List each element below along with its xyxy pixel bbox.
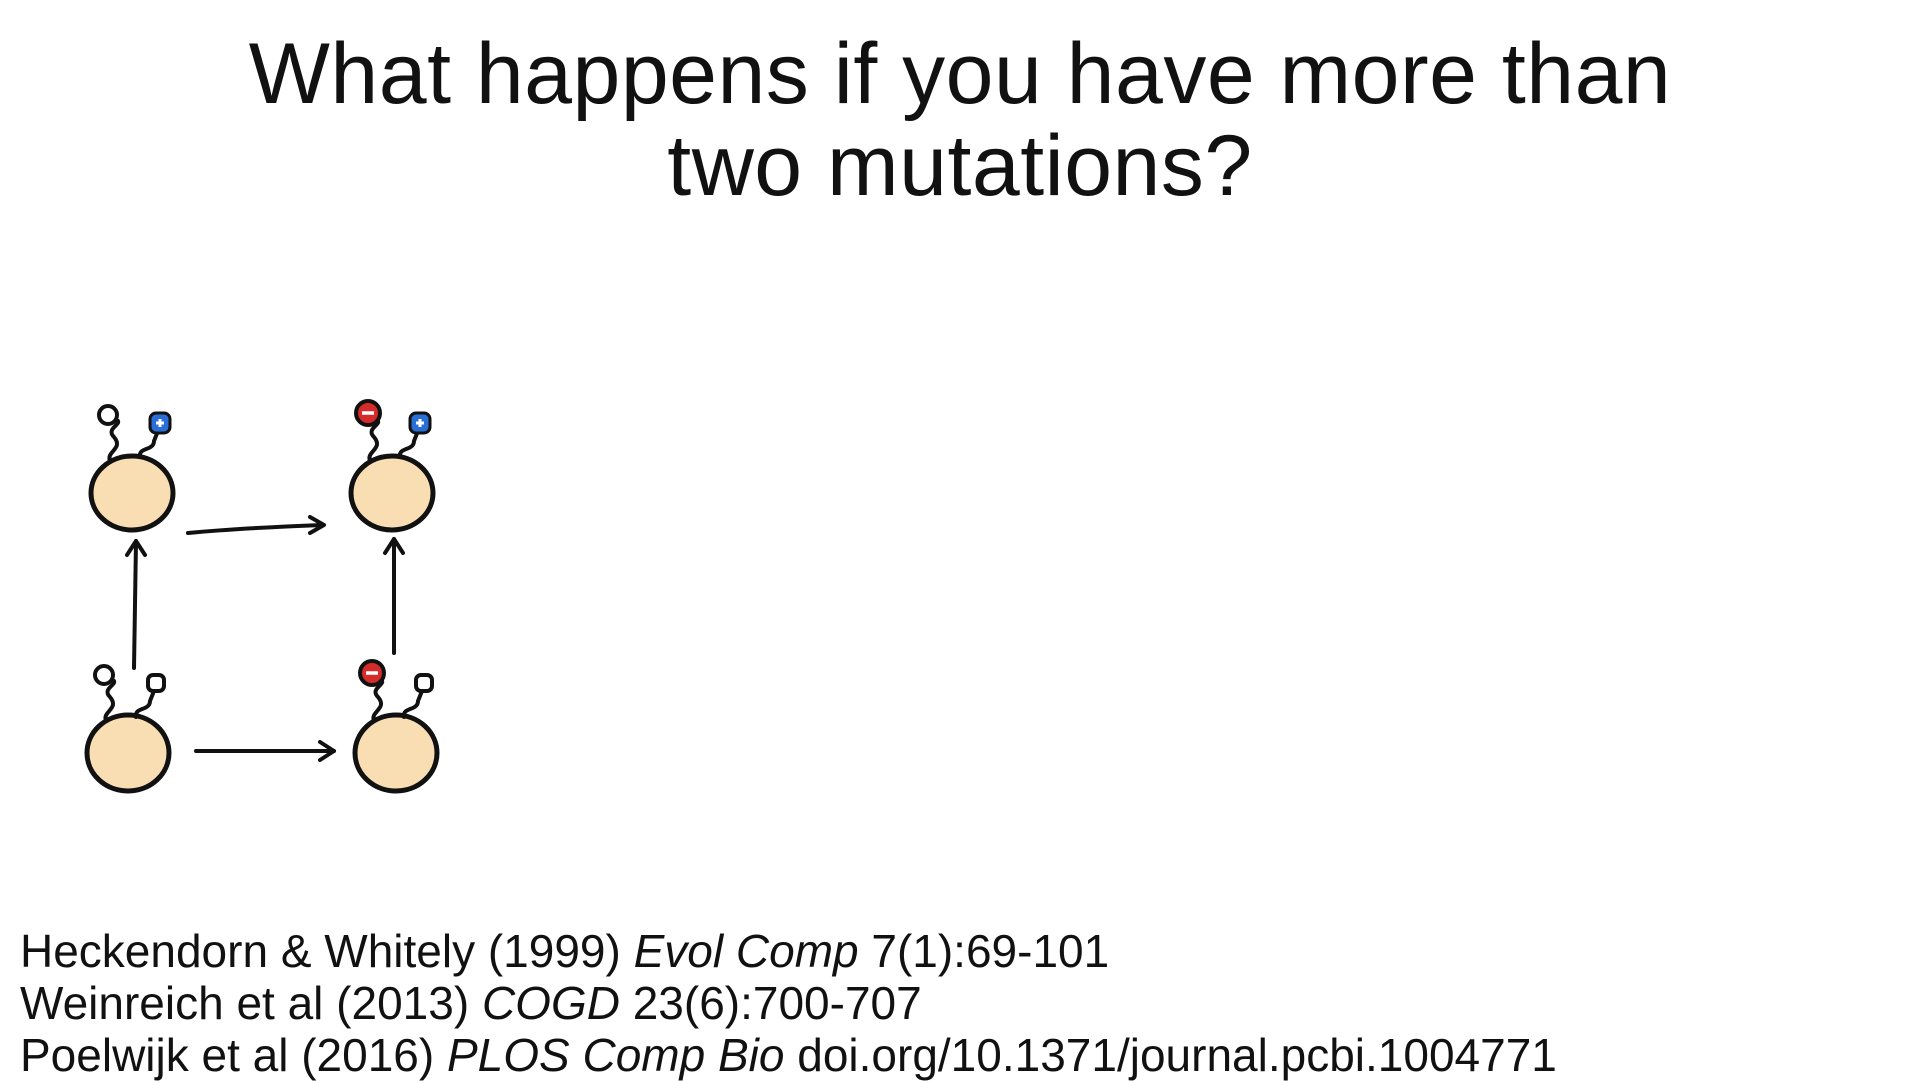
cell-wildtype-icon: [84, 664, 172, 794]
arrow-icon: [125, 515, 405, 762]
reference-item: Poelwijk et al (2016) PLOS Comp Bio doi.…: [20, 1029, 1557, 1081]
reference-item: Weinreich et al (2013) COGD 23(6):700-70…: [20, 977, 922, 1029]
cell-double-mutation-icon: [348, 399, 436, 533]
cell-red-mutation-icon: [352, 659, 440, 794]
title-line-1: What happens if you have more than: [248, 26, 1672, 122]
cell-blue-mutation-icon: [88, 404, 176, 533]
reference-item: Heckendorn & Whitely (1999) Evol Comp 7(…: [20, 925, 1110, 977]
title-line-2: two mutations?: [667, 118, 1253, 214]
mutation-square-diagram: [84, 399, 440, 794]
slide-title: What happens if you have more than two m…: [0, 28, 1920, 212]
references: Heckendorn & Whitely (1999) Evol Comp 7(…: [20, 925, 1880, 1081]
